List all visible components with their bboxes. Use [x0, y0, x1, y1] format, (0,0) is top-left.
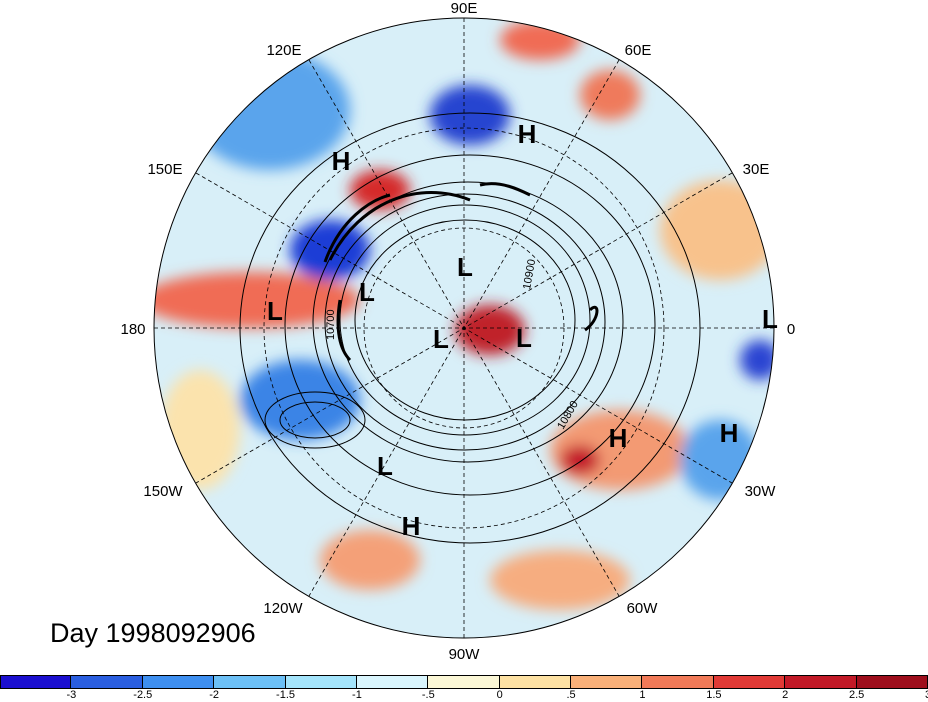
- pressure-marker: L: [516, 323, 532, 353]
- lon-label-180: 180: [120, 321, 145, 338]
- date-label: Day 1998092906: [50, 618, 256, 648]
- lon-label-150w: 150W: [143, 483, 183, 500]
- colorbar-segment: [285, 675, 357, 689]
- pressure-marker: H: [518, 119, 537, 149]
- polar-map: 90E 60E 30E 0 30W 60W 90W 120W 150W 180 …: [120, 0, 795, 663]
- colorbar-segment: [571, 675, 643, 689]
- colorbar-label: -.5: [421, 689, 435, 701]
- lon-label-60w: 60W: [627, 600, 659, 617]
- lon-label-120w: 120W: [263, 600, 303, 617]
- colorbar-segment: [785, 675, 857, 689]
- colorbar-segment: [214, 675, 286, 689]
- pressure-marker: H: [332, 146, 351, 176]
- lon-label-90w: 90W: [449, 646, 481, 663]
- contour-label: 10700: [325, 309, 337, 340]
- colorbar-label: 2.5: [848, 689, 865, 701]
- colorbar-label: 1: [639, 689, 646, 701]
- colorbar: -3 -2.5 -2 -1.5 -1 -.5 0 .5 1 1.5 2 2.5 3: [0, 675, 928, 702]
- colorbar-segment: [142, 675, 215, 689]
- colorbar-label: -1: [352, 689, 362, 701]
- lon-label-90e: 90E: [451, 0, 478, 17]
- lon-label-60e: 60E: [625, 42, 652, 59]
- pressure-marker: L: [267, 296, 283, 326]
- colorbar-label: 0: [496, 689, 503, 701]
- lon-label-150e: 150E: [147, 161, 182, 178]
- pressure-marker: H: [402, 511, 421, 541]
- colorbar-segment: [0, 675, 72, 689]
- lon-label-0: 0: [787, 321, 795, 338]
- colorbar-label: 1.5: [706, 689, 722, 701]
- colorbar-segment: [356, 675, 429, 689]
- height-contours: [239, 112, 701, 544]
- colorbar-segment: [71, 675, 143, 689]
- colorbar-label: -1.5: [276, 689, 296, 701]
- pressure-marker: L: [359, 277, 375, 307]
- graticule: [154, 18, 774, 638]
- lon-label-30e: 30E: [743, 161, 770, 178]
- contour-label: 10900: [521, 258, 538, 290]
- colorbar-label: .5: [566, 689, 576, 701]
- colorbar-label: -2: [209, 689, 220, 701]
- lon-label-120e: 120E: [266, 42, 301, 59]
- colorbar-label: 3: [925, 689, 928, 701]
- pressure-marker: L: [762, 304, 778, 334]
- pressure-marker: L: [377, 451, 393, 481]
- pressure-marker: L: [433, 324, 449, 354]
- colorbar-segment: [642, 675, 714, 689]
- colorbar-label: -3: [66, 689, 77, 701]
- colorbar-frame: [0, 675, 928, 689]
- lon-label-30w: 30W: [745, 483, 777, 500]
- pressure-marker: H: [609, 423, 628, 453]
- colorbar-label: -2.5: [133, 689, 153, 701]
- pressure-marker: L: [457, 252, 473, 282]
- pressure-marker: H: [720, 418, 739, 448]
- colorbar-segment: [713, 675, 786, 689]
- colorbar-label: 2: [782, 689, 789, 701]
- colorbar-segment: [499, 675, 572, 689]
- colorbar-segment: [428, 675, 500, 689]
